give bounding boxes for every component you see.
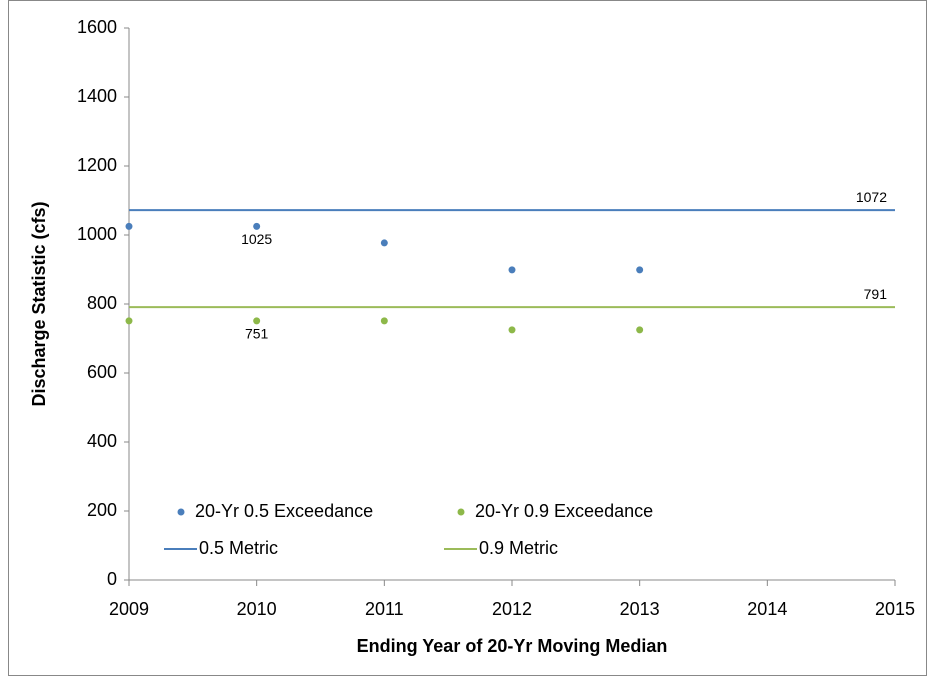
x-tick-label: 2013	[620, 599, 660, 619]
chart-border	[8, 0, 927, 676]
legend-marker	[177, 508, 185, 516]
data-label: 751	[245, 326, 269, 342]
y-axis-title: Discharge Statistic (cfs)	[29, 201, 49, 406]
y-tick-label: 800	[87, 293, 117, 313]
data-point	[508, 326, 516, 334]
y-tick-label: 600	[87, 362, 117, 382]
data-point	[253, 222, 261, 230]
data-label: 1072	[856, 189, 887, 205]
legend-label: 20-Yr 0.5 Exceedance	[195, 501, 373, 521]
data-point	[508, 266, 516, 274]
data-point	[380, 317, 388, 325]
data-point	[380, 239, 388, 247]
y-tick-label: 400	[87, 431, 117, 451]
x-tick-label: 2010	[237, 599, 277, 619]
data-label: 1025	[241, 231, 272, 247]
legend-label: 20-Yr 0.9 Exceedance	[475, 501, 653, 521]
data-point	[636, 326, 644, 334]
x-tick-label: 2009	[109, 599, 149, 619]
x-tick-label: 2014	[747, 599, 787, 619]
y-tick-label: 1200	[77, 155, 117, 175]
data-label: 791	[864, 286, 888, 302]
y-tick-label: 1600	[77, 17, 117, 37]
x-tick-label: 2015	[875, 599, 915, 619]
y-tick-label: 0	[107, 569, 117, 589]
x-tick-label: 2012	[492, 599, 532, 619]
x-axis-title: Ending Year of 20-Yr Moving Median	[357, 636, 668, 656]
data-point	[125, 317, 133, 325]
y-tick-label: 1400	[77, 86, 117, 106]
legend-label: 0.9 Metric	[479, 538, 558, 558]
y-tick-label: 1000	[77, 224, 117, 244]
x-tick-label: 2011	[365, 599, 404, 619]
data-point	[125, 222, 133, 230]
legend-marker	[457, 508, 465, 516]
legend-label: 0.5 Metric	[199, 538, 278, 558]
data-point	[253, 317, 261, 325]
data-point	[636, 266, 644, 274]
y-tick-label: 200	[87, 500, 117, 520]
